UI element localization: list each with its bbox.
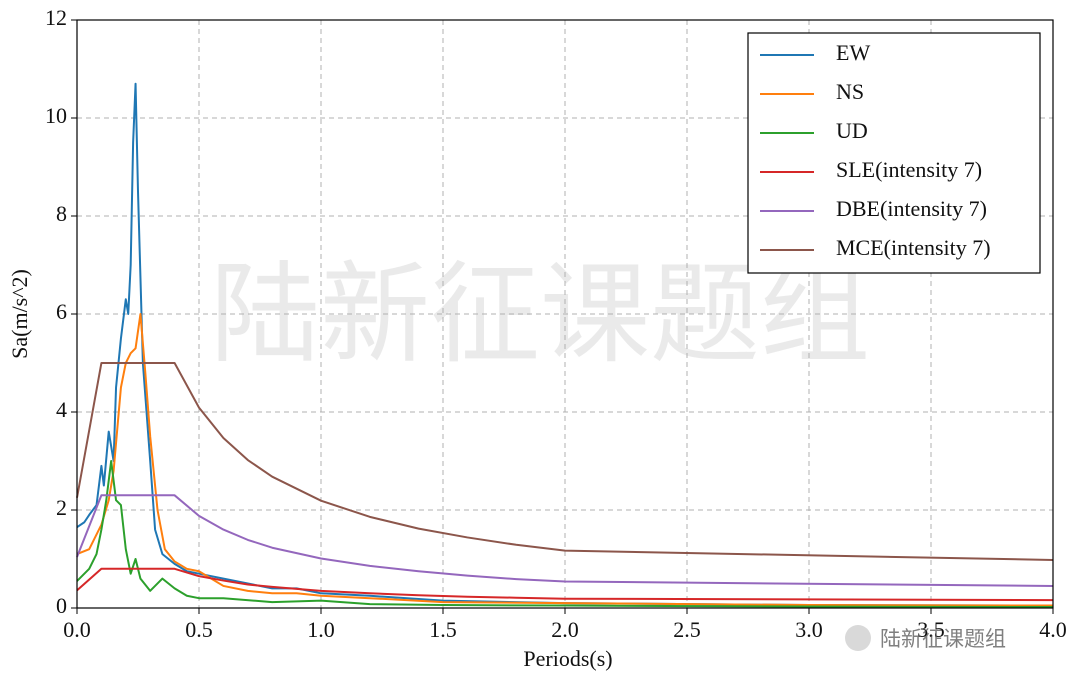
x-tick-label: 1.0 xyxy=(307,617,335,642)
watermark: 陆新征课题组 xyxy=(880,627,1006,651)
legend-label: SLE(intensity 7) xyxy=(836,157,982,182)
y-tick-label: 6 xyxy=(56,299,67,324)
series-line xyxy=(76,460,1054,609)
legend-label: MCE(intensity 7) xyxy=(836,235,991,260)
x-tick-label: 1.5 xyxy=(429,617,457,642)
x-tick-label: 3.5 xyxy=(917,617,945,642)
series-line xyxy=(76,313,1054,607)
x-tick-label: 3.0 xyxy=(795,617,823,642)
x-tick-label: 4.0 xyxy=(1039,617,1067,642)
series-line xyxy=(76,567,1054,602)
x-axis-label: Periods(s) xyxy=(523,646,612,671)
x-tick-label: 0.5 xyxy=(185,617,213,642)
legend-label: DBE(intensity 7) xyxy=(836,196,987,221)
watermark-icon xyxy=(845,625,871,651)
legend-label: UD xyxy=(836,118,868,143)
plot-frame xyxy=(76,19,1054,609)
legend-box xyxy=(747,32,1041,274)
series-line xyxy=(76,362,1054,561)
y-tick-label: 4 xyxy=(56,397,67,422)
y-tick-label: 8 xyxy=(56,201,67,226)
x-tick-label: 2.0 xyxy=(551,617,579,642)
series-line xyxy=(76,494,1054,587)
legend-label: EW xyxy=(836,40,870,65)
y-axis-label: Sa(m/s^2) xyxy=(7,269,32,359)
y-tick-label: 2 xyxy=(56,495,67,520)
y-tick-label: 0 xyxy=(56,593,67,618)
y-tick-label: 12 xyxy=(45,5,67,30)
y-tick-label: 10 xyxy=(45,103,67,128)
x-tick-label: 2.5 xyxy=(673,617,701,642)
legend-label: NS xyxy=(836,79,864,104)
x-tick-label: 0.0 xyxy=(63,617,91,642)
